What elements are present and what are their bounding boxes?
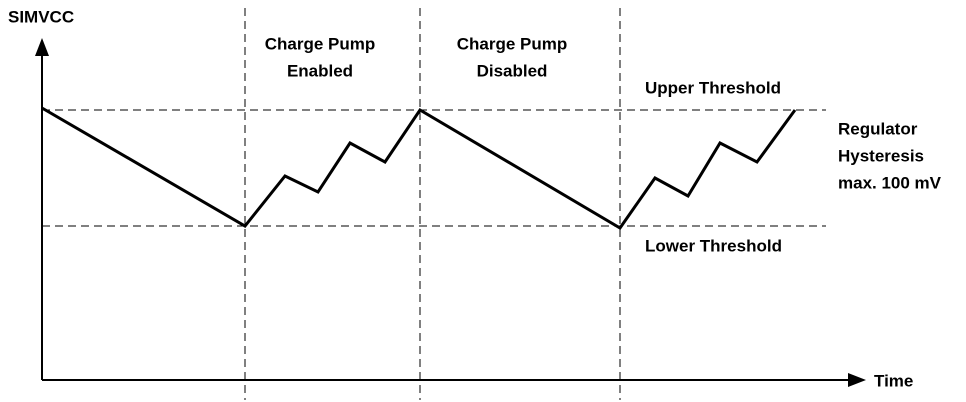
threshold-label: Lower Threshold [645,236,782,255]
phase-label: Disabled [477,61,548,80]
x-axis-arrow [848,373,866,387]
phase-label: Charge Pump [265,34,376,53]
phase-label: Enabled [287,61,353,80]
voltage-waveform [41,106,797,230]
annotation: Hysteresis [838,146,924,165]
x-axis-label: Time [874,371,913,390]
annotation: Regulator [838,119,918,138]
annotation: max. 100 mV [838,173,942,192]
threshold-label: Upper Threshold [645,78,781,97]
phase-label: Charge Pump [457,34,568,53]
y-axis-arrow [35,38,49,56]
y-axis-label: SIMVCC [8,7,74,26]
